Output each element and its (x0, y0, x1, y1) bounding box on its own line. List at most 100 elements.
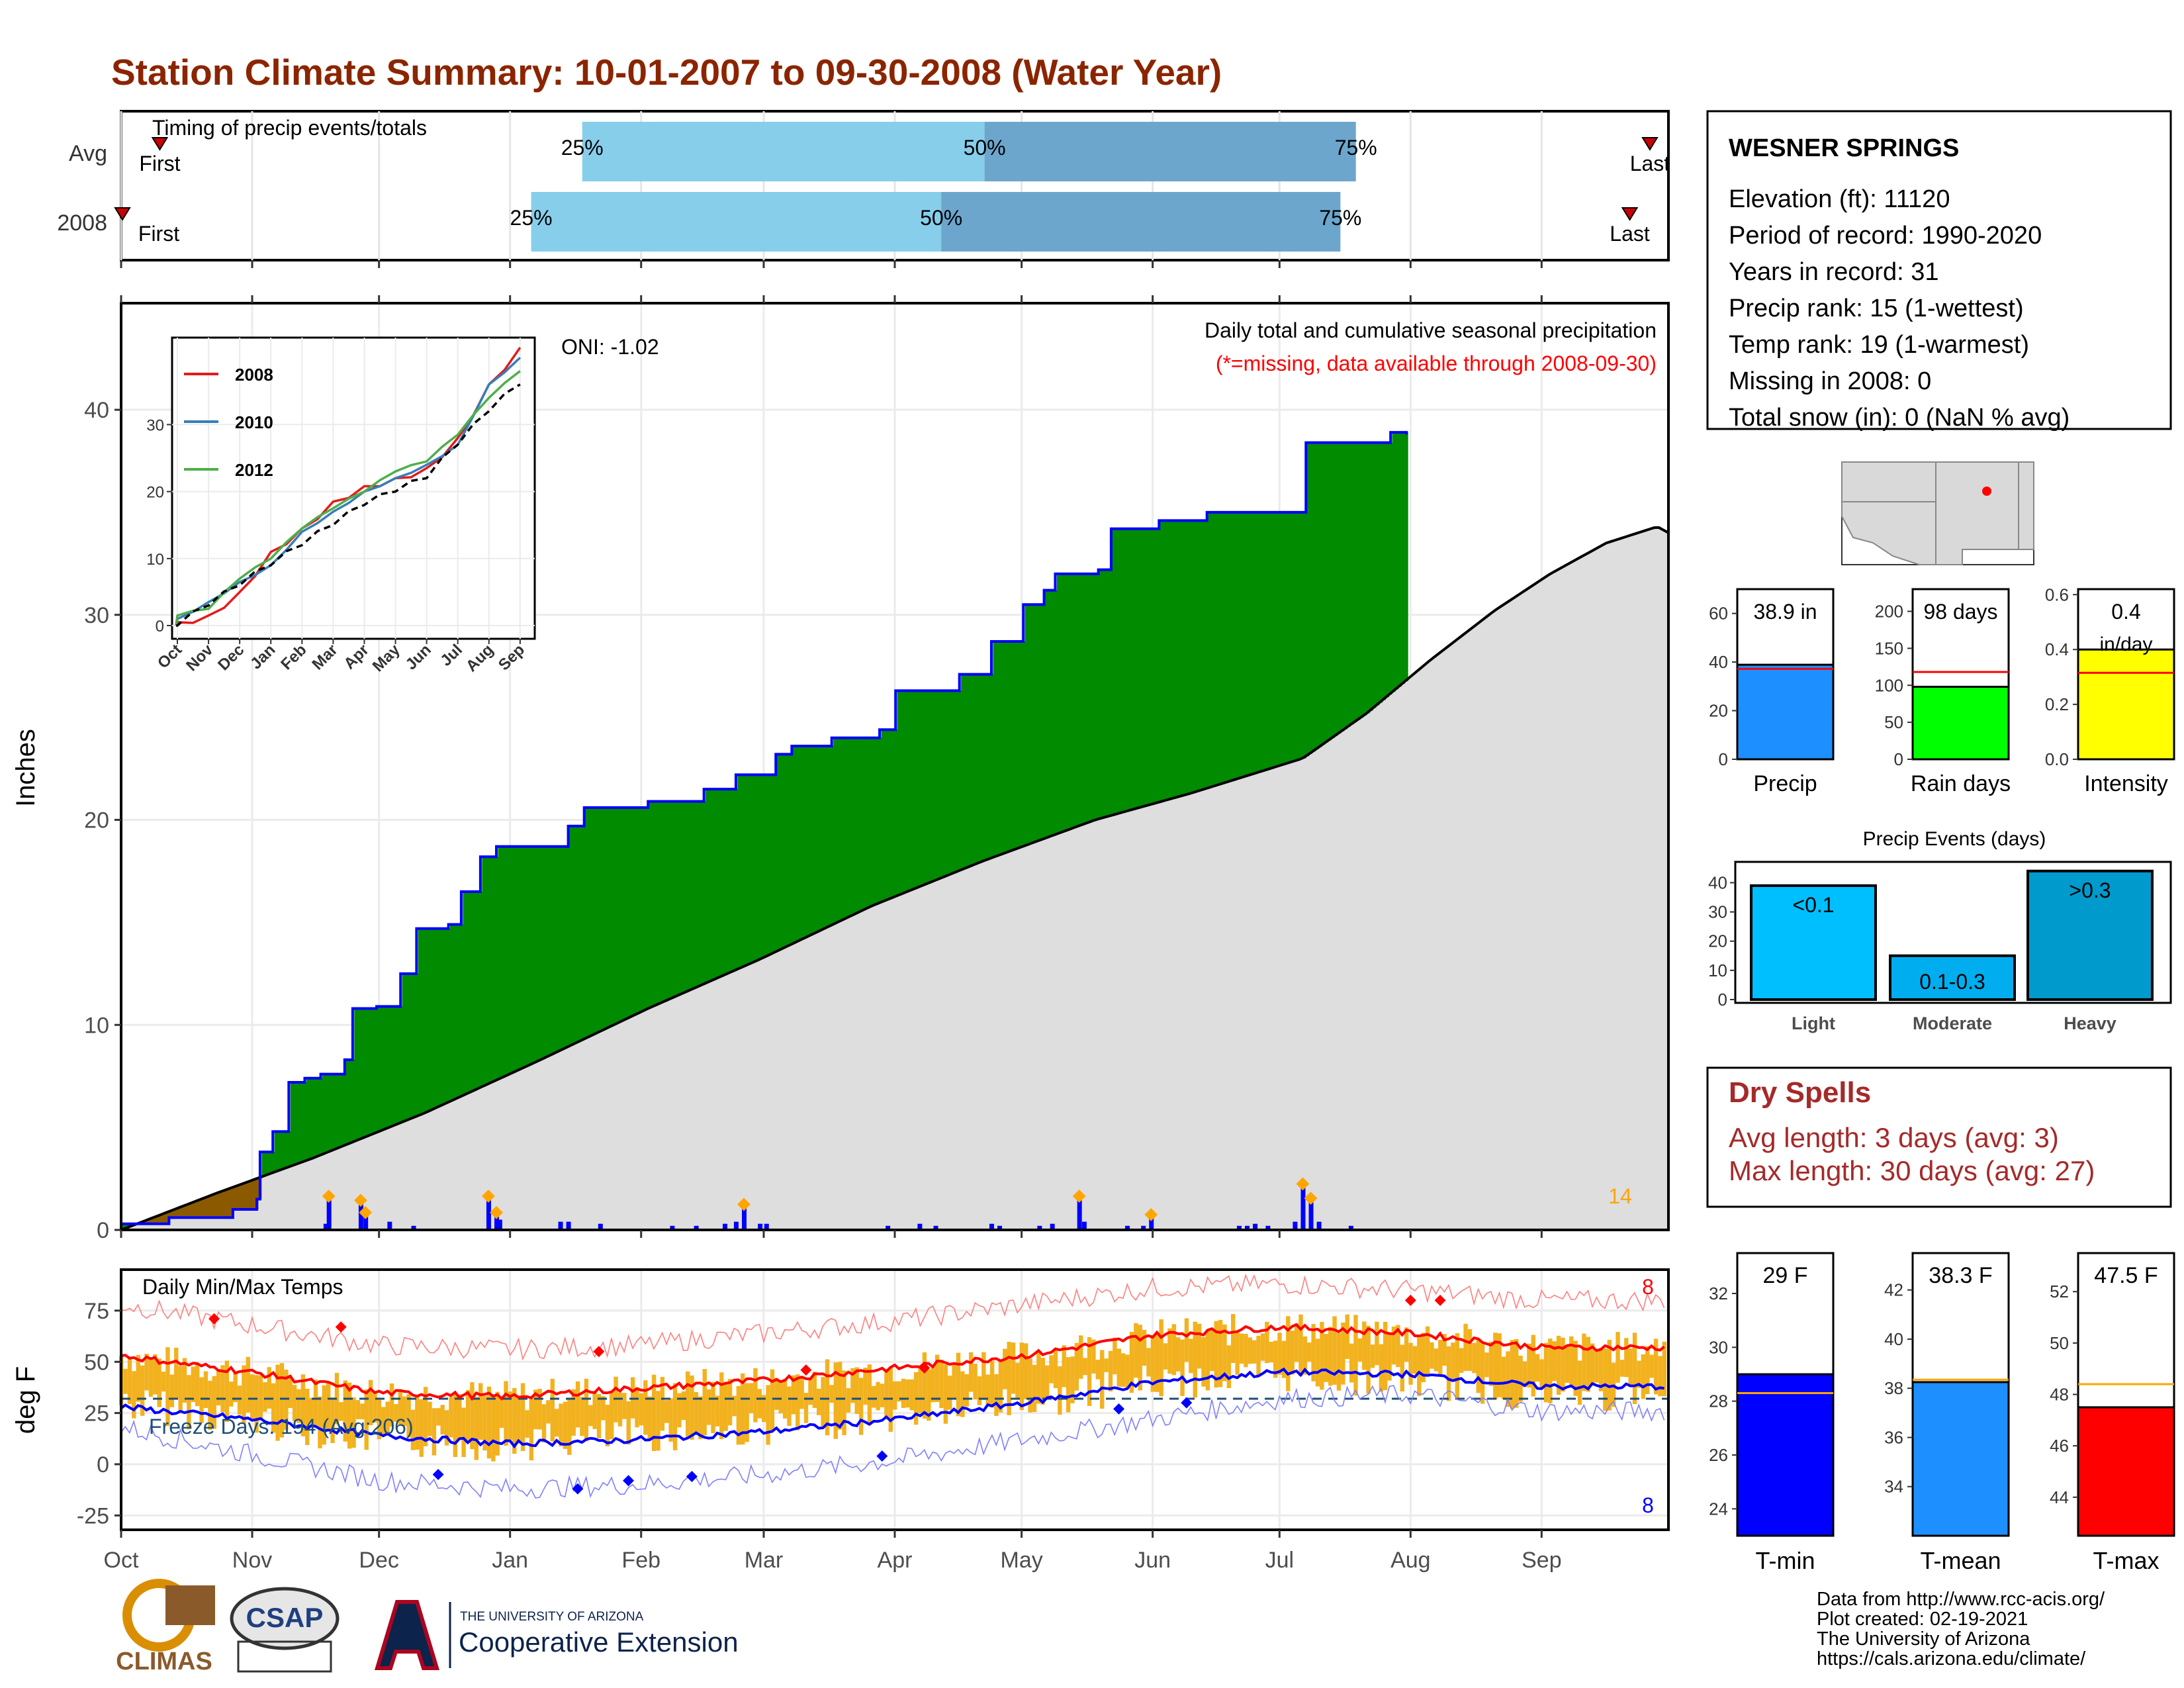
temp-daily-bar-241 (1138, 1325, 1142, 1391)
timing-last-label-2008: Last (1610, 222, 1650, 246)
temp-daily-bar-340 (1556, 1335, 1561, 1395)
temp-daily-bar-119 (622, 1393, 627, 1419)
temp-daily-bar-317 (1459, 1348, 1464, 1373)
temp-daily-bar-291 (1349, 1343, 1354, 1383)
timing-first-marker-avg (151, 137, 169, 151)
temp-daily-bar-151 (757, 1389, 762, 1419)
temp-record-max-line (120, 1273, 1665, 1361)
temp-daily-bar-333 (1527, 1343, 1531, 1388)
summary-value-intensity: 0.4 (2111, 600, 2140, 624)
precip-daily-bar-21 (933, 1225, 938, 1230)
temp-daily-bar-66 (398, 1389, 403, 1425)
temp-daily-bar-199 (960, 1371, 965, 1417)
temp-daily-bar-99 (537, 1389, 542, 1430)
precip-daily-bar-38 (1316, 1221, 1322, 1230)
temp-daily-bar-286 (1328, 1327, 1333, 1386)
temp-daily-bar-204 (981, 1352, 986, 1400)
temp-daily-bar-257 (1205, 1329, 1210, 1391)
summary-value-precip: 38.9 in (1753, 600, 1817, 624)
temp-daily-bar-87 (486, 1386, 492, 1459)
csap-logo-cloud (230, 1587, 340, 1650)
temp-daily-bar-163 (808, 1377, 813, 1405)
temp-daily-bar-4 (136, 1354, 140, 1402)
temp-daily-bar-358 (1632, 1333, 1637, 1405)
timing-bar-2008-q2 (531, 192, 942, 252)
temp-daily-bar-49 (326, 1382, 331, 1430)
temp-daily-bar-23 (216, 1369, 221, 1406)
temp-daily-bar-62 (381, 1407, 386, 1435)
temp-daily-bar-313 (1442, 1334, 1447, 1366)
footer-data-source: Data from http://www.rcc-acis.org/ (1817, 1589, 2105, 1610)
temp-daily-bar-323 (1484, 1352, 1489, 1378)
temp-daily-bar-118 (617, 1392, 623, 1427)
temp-daily-bar-18 (195, 1364, 200, 1407)
precip-daily-bar-31 (1236, 1225, 1242, 1230)
temp-daily-bar-111 (588, 1405, 593, 1427)
temp-daily-bar-60 (373, 1391, 377, 1423)
precip-surplus-area (121, 432, 1408, 1230)
temp-daily-bar-27 (233, 1372, 238, 1403)
freeze-days-label: Freeze Days: 194 (Avg:206) (149, 1415, 414, 1438)
temp-daily-bar-127 (656, 1391, 660, 1451)
temp-daily-bar-150 (753, 1368, 758, 1423)
temp-daily-bar-319 (1467, 1329, 1473, 1372)
temp-daily-bar-278 (1294, 1323, 1299, 1362)
temp-summary-label-t-mean: T-mean (1920, 1547, 2001, 1574)
precip-ytick-label-4: 40 (84, 398, 109, 423)
temp-daily-bar-177 (867, 1364, 872, 1425)
temp-ytick-label-1: 0 (97, 1452, 109, 1477)
temp-daily-bar-342 (1565, 1345, 1570, 1383)
temp-daily-bar-107 (571, 1389, 576, 1436)
temp-daily-bar-243 (1146, 1348, 1151, 1377)
inset-legend-label-2010: 2010 (235, 412, 273, 432)
temp-daily-bar-272 (1269, 1341, 1273, 1362)
inset-line-2012 (175, 370, 521, 626)
temp-daily-bar-194 (939, 1360, 944, 1409)
precip-daily-bar-4 (387, 1221, 392, 1230)
temp-daily-bar-362 (1649, 1354, 1654, 1378)
ua-a-mark (374, 1600, 440, 1670)
temp-daily-bar-346 (1582, 1333, 1586, 1391)
temp-daily-bar-217 (1036, 1350, 1041, 1404)
csap-logo-text: CSAP (246, 1602, 324, 1633)
temp-daily-bar-270 (1260, 1333, 1265, 1361)
temp-daily-bar-351 (1603, 1348, 1608, 1411)
precip-ytick-label-3: 30 (84, 603, 109, 628)
temp-daily-bar-211 (1011, 1342, 1016, 1394)
temp-daily-bar-226 (1074, 1342, 1079, 1391)
dry-spells: Dry Spells Avg length: 3 days (avg: 3) M… (1706, 1066, 2172, 1208)
station-temp-rank: Temp rank: 19 (1-warmest) (1729, 331, 2029, 359)
temp-daily-bar-193 (934, 1354, 940, 1403)
temp-summary-tick-label-t-mean-4: 42 (1884, 1280, 1903, 1300)
temp-daily-bar-125 (647, 1396, 652, 1440)
temp-daily-bar-285 (1324, 1334, 1328, 1382)
temp-daily-bar-141 (715, 1395, 720, 1427)
precip-daily-bar-32 (1245, 1225, 1250, 1230)
month-label-7: May (1001, 1548, 1043, 1573)
temp-daily-bar-318 (1463, 1323, 1468, 1372)
temp-daily-bar-321 (1476, 1338, 1480, 1393)
temp-daily-bar-336 (1539, 1359, 1544, 1387)
summary-tick-label-rain-days-1: 50 (1884, 712, 1903, 732)
precip-daily-bars (322, 1177, 1353, 1230)
temp-daily-bar-287 (1332, 1316, 1337, 1385)
inset-legend-label-2012: 2012 (235, 460, 273, 480)
temp-daily-bar-146 (736, 1385, 741, 1445)
temp-daily-bar-34 (263, 1382, 267, 1412)
ua-small-text: THE UNIVERSITY OF ARIZONA (460, 1610, 644, 1624)
summary-label-rain-days: Rain days (1911, 771, 2011, 796)
precip-daily-bar-23 (997, 1225, 1003, 1230)
temp-daily-bar-124 (643, 1380, 648, 1435)
temp-y-axis: -25 0 25 50 75 (77, 1299, 121, 1528)
temp-daily-bar-24 (220, 1365, 225, 1413)
temp-daily-bar-92 (508, 1391, 513, 1440)
precip-events-chart: Precip Events (days) 010203040<0.1Light0… (1708, 828, 2172, 1033)
temp-daily-bar-276 (1286, 1316, 1291, 1391)
events-title: Precip Events (days) (1863, 828, 2046, 850)
temp-summary-tick-label-t-min-3: 30 (1709, 1337, 1728, 1357)
temp-daily-bar-42 (296, 1389, 301, 1423)
temp-daily-bar-102 (550, 1378, 555, 1442)
temp-daily-bar-349 (1594, 1349, 1599, 1383)
temp-daily-bar-9 (157, 1358, 161, 1407)
temp-daily-bar-250 (1175, 1337, 1181, 1372)
